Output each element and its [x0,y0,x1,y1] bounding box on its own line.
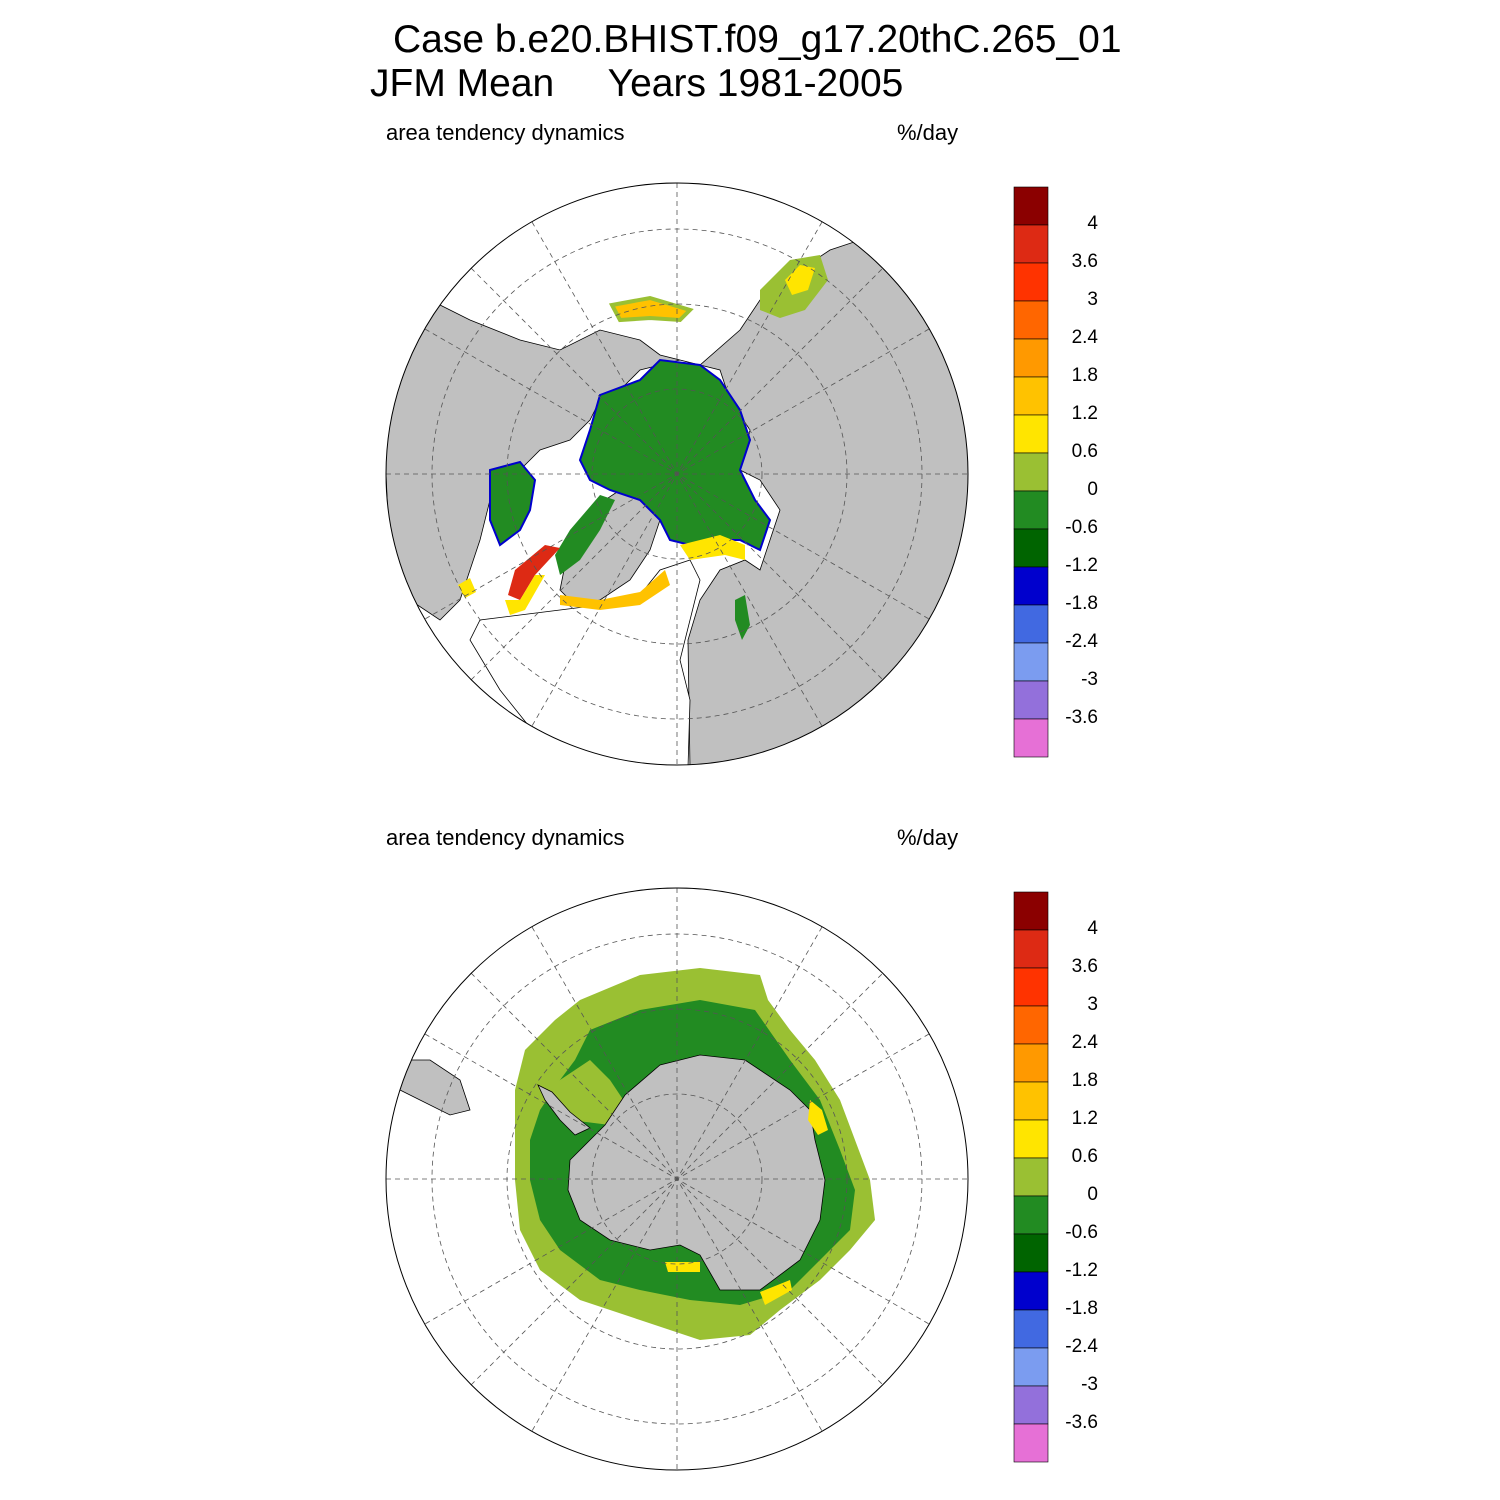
south-panel-left-label: area tendency dynamics [386,825,625,850]
north-colorbar-box [1013,338,1049,378]
north-stlawrence [458,578,476,598]
south-colorbar-box [1013,1423,1049,1463]
north-colorbar-box [1013,490,1049,530]
south-colorbar [1013,891,1049,1463]
south-colorbar-box [1013,1081,1049,1121]
south-colorbar-tick-label: -0.6 [1065,1222,1098,1243]
figure-title-line2: JFM Mean Years 1981-2005 [370,62,904,105]
south-colorbar-box [1013,929,1049,969]
south-map-border [385,887,969,1471]
south-colorbar-tick-label: -1.2 [1065,1260,1098,1281]
south-colorbar-box [1013,1347,1049,1387]
south-colorbar-box [1013,1043,1049,1083]
north-sea-ice-hudson [489,460,537,547]
north-labrador-yellow [505,575,545,615]
north-colorbar-tick-label: -0.6 [1065,517,1098,538]
south-colorbar-box [1013,1119,1049,1159]
north-colorbar-tick-label: -1.8 [1065,593,1098,614]
south-polar-map [386,888,968,1470]
figure-title-line1: Case b.e20.BHIST.f09_g17.20thC.265_01 [393,18,1122,61]
north-colorbar-tick-label: 3 [1087,289,1098,310]
north-labrador-band [508,545,560,600]
north-colorbar-box [1013,224,1049,264]
north-colorbar-box [1013,718,1049,758]
north-barents-band [680,535,745,560]
north-colorbar-tick-label: 2.4 [1071,327,1098,348]
north-greenland-sea-band [560,570,670,610]
south-colorbar-tick-label: 1.8 [1071,1070,1098,1091]
south-coastal-yellow-east [808,1100,828,1135]
south-colorbar-tick-label: 1.2 [1071,1108,1098,1129]
north-bering-band [608,295,694,323]
south-colorbar-tick-label: 4 [1087,918,1098,939]
north-colorbar-box [1013,566,1049,606]
north-colorbar-tick-label: 0 [1087,479,1098,500]
north-colorbar-tick-label: -3 [1081,669,1098,690]
south-colorbar-tick-label: -2.4 [1065,1336,1098,1357]
north-colorbar-box [1013,186,1049,226]
south-colorbar-tick-label: -3.6 [1065,1412,1098,1433]
south-colorbar-box [1013,1309,1049,1349]
north-colorbar-box [1013,452,1049,492]
south-colorbar-tick-label: 0 [1087,1184,1098,1205]
north-baltic [735,595,750,640]
south-land-south-america [399,1059,471,1116]
north-panel-left-label: area tendency dynamics [386,120,625,145]
south-peninsula [537,1084,591,1136]
north-colorbar [1013,186,1049,758]
south-colorbar-tick-label: 3 [1087,994,1098,1015]
north-colorbar-box [1013,262,1049,302]
south-colorbar-tick-label: 0.6 [1071,1146,1098,1167]
north-colorbar-tick-label: -3.6 [1065,707,1098,728]
south-colorbar-tick-label: 2.4 [1071,1032,1098,1053]
south-land-antarctica [567,1054,826,1291]
south-colorbar-box [1013,1233,1049,1273]
south-colorbar-box [1013,891,1049,931]
north-colorbar-box [1013,680,1049,720]
north-map-border [385,182,969,766]
north-colorbar-tick-label: -2.4 [1065,631,1098,652]
north-colorbar-tick-label: 0.6 [1071,441,1098,462]
south-colorbar-tick-label: 3.6 [1071,956,1098,977]
north-colorbar-tick-label: -1.2 [1065,555,1098,576]
north-sea-ice-arctic [578,358,772,552]
north-colorbar-tick-label: 3.6 [1071,251,1098,272]
south-colorbar-box [1013,1385,1049,1425]
north-colorbar-tick-label: 1.8 [1071,365,1098,386]
south-colorbar-box [1013,1271,1049,1311]
south-grid [386,888,968,1470]
north-sea-ice-baffin [555,495,615,575]
south-colorbar-box [1013,967,1049,1007]
south-coastal-yellow-ross [665,1262,700,1272]
south-colorbar-tick-label: -1.8 [1065,1298,1098,1319]
north-panel-unit-label: %/day [897,120,959,145]
south-colorbar-tick-label: -3 [1081,1374,1098,1395]
north-grid [386,183,968,765]
north-colorbar-tick-label: 1.2 [1071,403,1098,424]
north-colorbar-box [1013,414,1049,454]
north-colorbar-tick-label: 4 [1087,213,1098,234]
north-ocean-atlantic [469,559,701,765]
south-panel-unit-label: %/day [897,825,959,850]
